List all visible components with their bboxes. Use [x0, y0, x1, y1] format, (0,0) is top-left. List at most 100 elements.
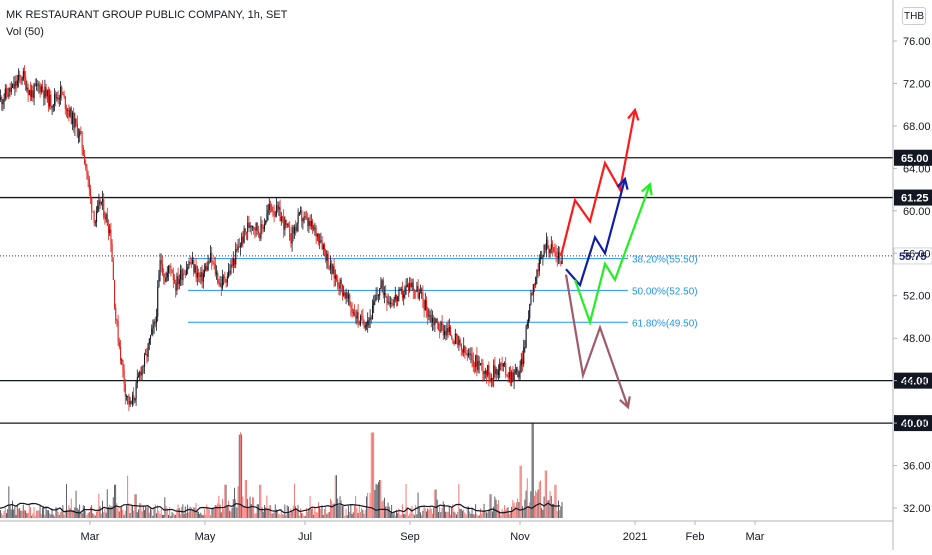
candle-body [130, 401, 132, 405]
candle-body [178, 279, 180, 285]
candle-body [220, 283, 222, 288]
volume-bar [445, 511, 447, 518]
candle-body [13, 83, 15, 89]
candle-body [39, 85, 41, 93]
candle-body [548, 248, 550, 254]
candle-body [406, 284, 408, 287]
candle-body [376, 294, 378, 296]
symbol-title[interactable]: MK RESTAURANT GROUP PUBLIC COMPANY, 1h, … [6, 9, 288, 21]
volume-bar [226, 505, 228, 518]
volume-bar [417, 492, 419, 518]
volume-bar [375, 483, 377, 518]
candle-body [498, 370, 500, 376]
candle-body [301, 210, 303, 222]
volume-bar [441, 507, 443, 518]
candle-body [133, 395, 135, 401]
candle-body [212, 261, 214, 263]
volume-bar [43, 506, 45, 518]
candle-body [302, 220, 304, 222]
volume-bar [324, 509, 325, 518]
candle-body [502, 363, 504, 367]
candle-body [483, 373, 485, 375]
volume-bar [291, 511, 293, 518]
candle-body [277, 205, 279, 210]
candle-body [164, 277, 166, 282]
volume-bar [488, 509, 490, 518]
volume-bar [295, 506, 297, 518]
candle-body [46, 89, 48, 97]
candle-body [402, 289, 404, 298]
candle-body [336, 275, 338, 281]
volume-bar [66, 483, 67, 518]
volume-bar [106, 489, 108, 518]
volume-bar [553, 503, 555, 518]
candle-body [380, 284, 382, 289]
volume-bar [460, 508, 462, 518]
volume-bar [98, 493, 100, 518]
candle-body [560, 261, 562, 265]
volume-bar [414, 515, 415, 518]
candle-body [115, 307, 117, 321]
volume-bar [282, 514, 283, 518]
y-tick-label: 76.00 [903, 36, 931, 48]
candle-body [350, 305, 352, 309]
volume-bar [28, 504, 30, 518]
volume-bar [434, 489, 436, 518]
candle-body [43, 90, 45, 98]
candle-body [176, 276, 178, 291]
candle-body [378, 295, 380, 297]
candle-body [284, 219, 286, 230]
currency-button[interactable]: THB [902, 7, 926, 25]
candle-body [356, 312, 358, 319]
volume-bar [412, 513, 414, 518]
volume-bar [279, 514, 281, 518]
volume-bar [49, 513, 51, 518]
volume-bar [379, 480, 381, 518]
volume-bar [370, 432, 372, 518]
volume-bar [358, 504, 360, 518]
candle-body [466, 353, 468, 356]
volume-bar [424, 507, 426, 518]
candle-body [106, 214, 108, 226]
candle-body [255, 223, 257, 231]
volume-bar [111, 506, 113, 518]
volume-bar [94, 515, 96, 518]
volume-indicator-label[interactable]: Vol (50) [6, 26, 44, 38]
volume-bar [129, 512, 131, 518]
candle-body [561, 252, 563, 265]
candle-body [492, 377, 494, 380]
candle-body [292, 227, 294, 234]
volume-bar [44, 515, 46, 518]
candle-body [488, 365, 490, 380]
candle-body [487, 365, 489, 376]
volume-bar [193, 506, 195, 518]
volume-bar [310, 509, 312, 518]
candle-body [159, 260, 161, 276]
volume-bar [87, 512, 89, 518]
candle-body [70, 108, 72, 124]
candle-body [51, 106, 53, 108]
candle-body [526, 323, 528, 327]
volume-bar [75, 490, 77, 518]
candle-body [441, 322, 443, 326]
volume-bar [253, 497, 255, 518]
volume-bar [302, 513, 304, 518]
candle-body [52, 104, 54, 107]
candle-body [471, 354, 473, 361]
candle-body [369, 317, 371, 320]
candle-body [435, 319, 437, 323]
volume-bar [30, 507, 31, 518]
candle-body [250, 225, 252, 228]
candle-body [124, 384, 126, 397]
candle-body [427, 309, 429, 317]
volume-bar [555, 484, 557, 518]
candle-body [200, 272, 202, 277]
candle-body [205, 266, 207, 271]
volume-bar [3, 511, 5, 518]
candle-body [274, 214, 276, 216]
volume-bar [36, 510, 37, 518]
volume-bar [369, 492, 371, 518]
candle-body [506, 374, 508, 377]
